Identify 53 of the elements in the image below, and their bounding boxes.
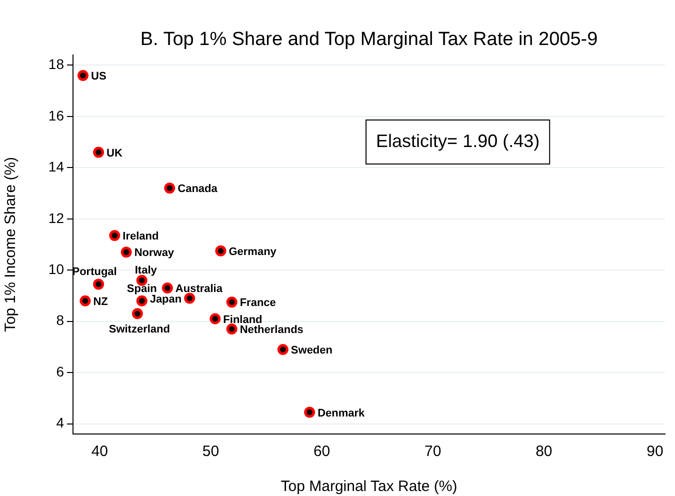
annotation: UK <box>106 147 122 160</box>
annotation: Japan <box>150 293 182 306</box>
x-axis-title: Top Marginal Tax Rate (%) <box>280 478 458 496</box>
point <box>77 70 88 81</box>
annotation: US <box>90 70 106 83</box>
annotation: Ireland <box>122 230 159 243</box>
y-axis-title: Top 1% Income Share (%) <box>2 156 20 332</box>
point <box>120 246 132 258</box>
y-tick-label: 8 <box>56 312 64 328</box>
annotation: France <box>240 297 276 310</box>
x-tick-label: 80 <box>536 443 552 460</box>
annotation: Australia <box>175 283 224 296</box>
point <box>304 406 316 418</box>
annotation: Norway <box>134 247 175 260</box>
point <box>184 292 196 304</box>
annotation: Finland <box>223 314 262 326</box>
annotation: Sweden <box>290 344 333 357</box>
point <box>93 278 104 290</box>
x-tick-label: 60 <box>313 443 330 460</box>
annotation: Denmark <box>318 407 366 420</box>
annotation: Switzerland <box>108 324 170 336</box>
y-tick-label: 10 <box>48 260 64 277</box>
y-tick-label: 18 <box>48 56 64 72</box>
point <box>162 282 173 294</box>
point <box>132 308 143 320</box>
point <box>136 295 148 306</box>
annotation: Canada <box>178 183 218 196</box>
y-tick-label: 16 <box>48 107 64 124</box>
x-tick-label: 50 <box>202 443 220 460</box>
y-tick-label: 6 <box>56 363 64 380</box>
chart-title: B. Top 1% Share and Top Marginal Tax Rate in 2005-9 <box>140 29 598 50</box>
annotation: Netherlands <box>240 324 304 336</box>
point <box>226 324 238 335</box>
point <box>93 146 104 158</box>
x-tick-label: 40 <box>91 443 108 460</box>
x-tick-label: 90 <box>646 443 664 460</box>
y-tick-label: 12 <box>48 210 64 226</box>
point <box>164 182 176 194</box>
point <box>226 296 238 308</box>
y-tick-label: 14 <box>48 158 64 175</box>
annotation: Germany <box>228 246 278 258</box>
annotation: Elasticity= 1.90 (.43) <box>376 130 540 151</box>
annotation: NZ <box>93 296 108 308</box>
point <box>109 230 120 242</box>
point <box>80 295 91 306</box>
point <box>277 344 288 355</box>
annotation: Italy <box>134 264 158 276</box>
annotation: Spain <box>126 282 158 295</box>
annotation: Portugal <box>72 266 117 278</box>
x-tick-label: 70 <box>424 443 442 460</box>
point <box>210 313 221 324</box>
point <box>215 245 226 256</box>
y-tick-label: 4 <box>56 414 64 431</box>
